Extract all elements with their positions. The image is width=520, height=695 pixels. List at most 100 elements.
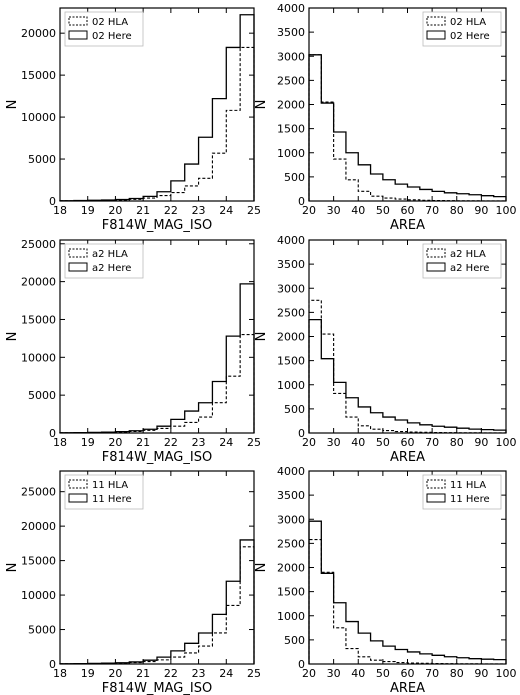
legend-box bbox=[422, 243, 502, 279]
series-here-step bbox=[59, 539, 255, 665]
y-axis-label: N bbox=[254, 332, 269, 342]
series-here-step bbox=[308, 318, 507, 433]
legend-label: 02 HLA bbox=[92, 17, 128, 28]
y-tick-label: 3000 bbox=[277, 50, 305, 63]
x-tick-label: 19 bbox=[81, 667, 95, 680]
x-tick-label: 40 bbox=[351, 436, 365, 449]
series-hla-step bbox=[308, 538, 507, 665]
legend-label: a2 Here bbox=[92, 263, 131, 274]
y-tick-label: 0 bbox=[49, 195, 56, 208]
y-tick-label: 15000 bbox=[21, 69, 56, 82]
x-tick-label: 50 bbox=[376, 667, 390, 680]
legend-label: 02 Here bbox=[450, 31, 490, 42]
y-tick-label: 5000 bbox=[28, 624, 56, 637]
y-tick-label: 15000 bbox=[21, 555, 56, 568]
legend-swatch bbox=[68, 493, 88, 503]
y-tick-label: 0 bbox=[298, 195, 305, 208]
series-hla-step bbox=[59, 334, 255, 434]
x-tick-label: 90 bbox=[474, 204, 488, 217]
y-tick-label: 3000 bbox=[277, 282, 305, 295]
x-tick-label: 100 bbox=[496, 667, 517, 680]
series-here-step bbox=[308, 54, 507, 201]
x-tick-label: 23 bbox=[192, 204, 206, 217]
x-tick-label: 40 bbox=[351, 667, 365, 680]
legend-swatch bbox=[68, 262, 88, 272]
y-tick-label: 15000 bbox=[21, 313, 56, 326]
x-tick-label: 60 bbox=[401, 667, 415, 680]
axes-frame bbox=[59, 239, 255, 434]
x-tick-label: 24 bbox=[219, 204, 233, 217]
x-tick-label: 90 bbox=[474, 436, 488, 449]
x-axis-label: F814W_MAG_ISO bbox=[102, 681, 212, 695]
legend-swatch bbox=[68, 248, 88, 258]
legend-swatch bbox=[426, 16, 446, 26]
x-tick-label: 70 bbox=[425, 204, 439, 217]
y-axis-label: N bbox=[5, 332, 20, 342]
y-tick-label: 25000 bbox=[21, 486, 56, 499]
x-tick-label: 20 bbox=[302, 667, 316, 680]
y-tick-label: 3000 bbox=[277, 513, 305, 526]
x-tick-label: 30 bbox=[327, 667, 341, 680]
legend-swatch bbox=[68, 479, 88, 489]
x-tick-label: 21 bbox=[136, 667, 150, 680]
y-tick-label: 1500 bbox=[277, 123, 305, 136]
legend-label: 11 Here bbox=[450, 494, 490, 505]
y-tick-label: 20000 bbox=[21, 276, 56, 289]
x-axis-label: F814W_MAG_ISO bbox=[102, 218, 212, 233]
y-tick-label: 0 bbox=[49, 427, 56, 440]
legend-box bbox=[64, 474, 144, 510]
x-tick-label: 70 bbox=[425, 436, 439, 449]
legend-label: 11 HLA bbox=[450, 480, 486, 491]
panel-p2: 20 30 40 50 60 70 80 90 100050010001500200025003… bbox=[254, 2, 517, 233]
y-tick-label: 10000 bbox=[21, 589, 56, 602]
y-tick-label: 500 bbox=[284, 171, 305, 184]
y-tick-label: 1500 bbox=[277, 355, 305, 368]
x-tick-label: 70 bbox=[425, 667, 439, 680]
y-tick-label: 0 bbox=[298, 427, 305, 440]
legend-label: 02 Here bbox=[92, 31, 132, 42]
legend-swatch bbox=[426, 493, 446, 503]
series-hla-step bbox=[308, 299, 507, 434]
panel-p5: 18 19 20 21 22 23 24 25 0 5000 10000 15000 20000 2500… bbox=[5, 470, 261, 695]
legend-label: a2 HLA bbox=[92, 249, 128, 260]
y-tick-label: 10000 bbox=[21, 111, 56, 124]
x-tick-label: 25 bbox=[247, 667, 261, 680]
y-tick-label: 2000 bbox=[277, 331, 305, 344]
y-tick-label: 1000 bbox=[277, 610, 305, 623]
y-axis-label: N bbox=[5, 100, 20, 110]
x-tick-label: 50 bbox=[376, 436, 390, 449]
x-tick-label: 20 bbox=[302, 204, 316, 217]
x-tick-label: 20 bbox=[108, 204, 122, 217]
x-tick-label: 30 bbox=[327, 436, 341, 449]
y-tick-label: 0 bbox=[298, 658, 305, 671]
axes-frame bbox=[59, 470, 255, 665]
y-tick-label: 20000 bbox=[21, 520, 56, 533]
legend-label: 11 Here bbox=[92, 494, 132, 505]
y-axis-label: N bbox=[254, 100, 269, 110]
panel-p3: 18 19 20 21 22 23 24 25 0 5000 10000 15000 20000 2500… bbox=[5, 238, 261, 465]
legend-label: 11 HLA bbox=[92, 480, 128, 491]
x-tick-label: 90 bbox=[474, 667, 488, 680]
y-tick-label: 25000 bbox=[21, 238, 56, 251]
legend-box bbox=[422, 11, 502, 47]
legend-swatch bbox=[68, 30, 88, 40]
x-tick-label: 40 bbox=[351, 204, 365, 217]
x-tick-label: 24 bbox=[219, 667, 233, 680]
x-tick-label: 22 bbox=[164, 667, 178, 680]
x-axis-label: AREA bbox=[390, 681, 425, 695]
x-axis-label: AREA bbox=[390, 450, 425, 465]
legend-label: a2 HLA bbox=[450, 249, 486, 260]
x-tick-label: 60 bbox=[401, 204, 415, 217]
legend-swatch bbox=[68, 16, 88, 26]
series-hla-step bbox=[59, 546, 255, 665]
x-tick-label: 20 bbox=[108, 667, 122, 680]
x-tick-label: 21 bbox=[136, 204, 150, 217]
x-tick-label: 80 bbox=[450, 204, 464, 217]
series-here-step bbox=[59, 283, 255, 434]
x-tick-label: 18 bbox=[53, 667, 67, 680]
legend-swatch bbox=[426, 262, 446, 272]
x-tick-label: 18 bbox=[53, 204, 67, 217]
x-tick-label: 18 bbox=[53, 436, 67, 449]
legend-label: a2 Here bbox=[450, 263, 489, 274]
x-tick-label: 20 bbox=[108, 436, 122, 449]
